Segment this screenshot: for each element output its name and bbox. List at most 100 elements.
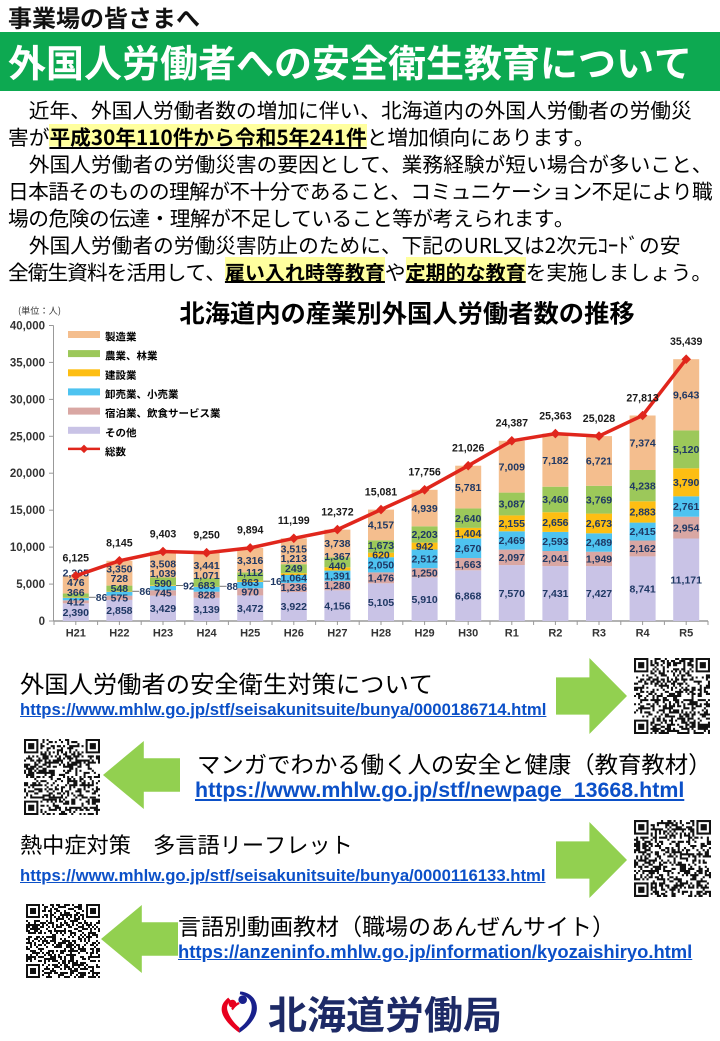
svg-text:11,171: 11,171 [670, 574, 702, 586]
svg-text:40,000: 40,000 [10, 321, 45, 333]
svg-text:5,105: 5,105 [368, 597, 394, 609]
svg-text:1,367: 1,367 [324, 551, 350, 563]
svg-text:30,000: 30,000 [10, 394, 45, 406]
svg-text:5,000: 5,000 [16, 579, 45, 591]
svg-text:北海道内の産業別外国人労働者数の推移: 北海道内の産業別外国人労働者数の推移 [179, 295, 634, 331]
svg-text:2,097: 2,097 [499, 552, 525, 564]
svg-text:728: 728 [111, 573, 129, 585]
svg-text:R5: R5 [679, 628, 693, 640]
svg-text:575: 575 [111, 592, 129, 604]
svg-text:412: 412 [67, 597, 85, 609]
svg-text:88: 88 [227, 581, 239, 593]
svg-text:3,350: 3,350 [106, 563, 132, 575]
svg-text:宿泊業、飲食サービス業: 宿泊業、飲食サービス業 [105, 406, 221, 421]
svg-text:4,157: 4,157 [368, 520, 394, 532]
svg-text:7,182: 7,182 [542, 455, 568, 467]
svg-text:1,949: 1,949 [586, 554, 612, 566]
svg-text:35,000: 35,000 [10, 357, 45, 369]
svg-text:1,280: 1,280 [324, 580, 350, 592]
svg-text:15,000: 15,000 [10, 505, 45, 517]
svg-text:3,460: 3,460 [542, 494, 568, 506]
svg-text:1,213: 1,213 [281, 553, 307, 565]
svg-text:3,316: 3,316 [237, 555, 263, 567]
svg-text:5,120: 5,120 [673, 444, 699, 456]
svg-text:H22: H22 [109, 628, 129, 640]
svg-text:H24: H24 [197, 628, 218, 640]
svg-text:6,868: 6,868 [455, 590, 481, 602]
svg-text:H26: H26 [284, 628, 304, 640]
svg-text:3,515: 3,515 [281, 543, 307, 555]
svg-text:8,145: 8,145 [106, 538, 133, 550]
svg-text:2,390: 2,390 [63, 607, 89, 619]
svg-text:2,469: 2,469 [499, 535, 525, 547]
svg-text:9,643: 9,643 [673, 390, 699, 402]
svg-text:3,922: 3,922 [281, 601, 307, 613]
svg-text:20,000: 20,000 [10, 468, 45, 480]
svg-text:25,028: 25,028 [583, 413, 616, 425]
svg-text:2,670: 2,670 [455, 543, 481, 555]
svg-text:11,199: 11,199 [278, 515, 310, 527]
svg-text:1,476: 1,476 [368, 573, 394, 585]
svg-text:卸売業、小売業: 卸売業、小売業 [105, 387, 179, 402]
svg-text:3,769: 3,769 [586, 494, 612, 506]
svg-text:1,391: 1,391 [324, 570, 350, 582]
svg-text:25,363: 25,363 [539, 410, 572, 422]
svg-text:H27: H27 [327, 628, 347, 640]
svg-text:R1: R1 [505, 628, 519, 640]
svg-text:6,125: 6,125 [63, 553, 90, 565]
svg-text:0: 0 [39, 616, 45, 628]
svg-text:92: 92 [183, 580, 195, 592]
svg-text:2,162: 2,162 [629, 543, 655, 555]
svg-text:建設業: 建設業 [105, 368, 137, 383]
svg-text:1,404: 1,404 [455, 528, 481, 540]
svg-text:R2: R2 [548, 628, 562, 640]
svg-text:H21: H21 [66, 628, 86, 640]
svg-text:2,954: 2,954 [673, 522, 699, 534]
svg-text:3,508: 3,508 [150, 559, 176, 571]
svg-text:86: 86 [139, 586, 151, 598]
svg-text:3,087: 3,087 [499, 499, 525, 511]
svg-text:10,000: 10,000 [10, 542, 45, 554]
svg-text:25,000: 25,000 [10, 431, 45, 443]
svg-text:828: 828 [198, 589, 216, 601]
svg-text:2,050: 2,050 [368, 560, 394, 572]
svg-text:製造業: 製造業 [105, 330, 137, 345]
svg-text:3,139: 3,139 [193, 604, 219, 616]
svg-text:7,009: 7,009 [499, 461, 525, 473]
svg-text:R3: R3 [592, 628, 606, 640]
svg-text:970: 970 [241, 587, 259, 599]
svg-text:9,403: 9,403 [150, 528, 177, 540]
svg-text:1,064: 1,064 [281, 572, 307, 584]
svg-text:3,429: 3,429 [150, 603, 176, 615]
svg-text:21,026: 21,026 [452, 443, 485, 455]
svg-text:4,156: 4,156 [324, 600, 350, 612]
svg-text:農業、林業: 農業、林業 [105, 349, 158, 364]
svg-text:249: 249 [285, 563, 303, 575]
svg-text:86: 86 [96, 592, 108, 604]
svg-text:総数: 総数 [105, 444, 126, 459]
svg-text:620: 620 [372, 550, 390, 562]
svg-text:1,663: 1,663 [455, 559, 481, 571]
svg-text:7,427: 7,427 [586, 588, 612, 600]
svg-text:5,781: 5,781 [455, 482, 481, 494]
svg-text:2,761: 2,761 [673, 501, 699, 513]
svg-text:683: 683 [198, 580, 216, 592]
svg-text:17,756: 17,756 [408, 467, 441, 479]
svg-text:2,512: 2,512 [411, 554, 437, 566]
svg-text:8,741: 8,741 [629, 583, 655, 595]
svg-text:745: 745 [154, 588, 172, 600]
svg-text:4,939: 4,939 [411, 503, 437, 515]
svg-text:R4: R4 [636, 628, 651, 640]
svg-text:440: 440 [329, 561, 347, 573]
svg-text:1,673: 1,673 [368, 540, 394, 552]
svg-text:3,472: 3,472 [237, 603, 263, 615]
svg-text:7,374: 7,374 [629, 437, 655, 449]
svg-text:548: 548 [111, 583, 129, 595]
svg-text:(単位：人): (単位：人) [18, 303, 61, 317]
svg-text:1,236: 1,236 [281, 582, 307, 594]
svg-text:2,640: 2,640 [455, 513, 481, 525]
svg-text:590: 590 [154, 578, 172, 590]
svg-text:H28: H28 [371, 628, 391, 640]
svg-text:4,238: 4,238 [629, 480, 655, 492]
svg-text:366: 366 [67, 587, 85, 599]
